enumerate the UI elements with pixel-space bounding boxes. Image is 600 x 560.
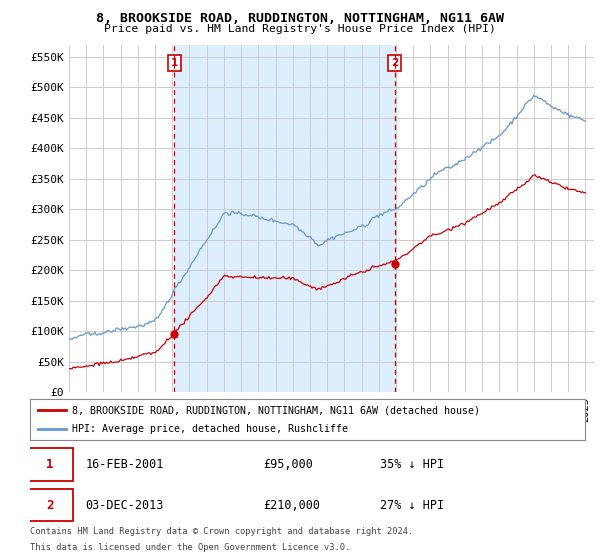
- FancyBboxPatch shape: [27, 448, 73, 480]
- Text: Price paid vs. HM Land Registry's House Price Index (HPI): Price paid vs. HM Land Registry's House …: [104, 24, 496, 34]
- Text: This data is licensed under the Open Government Licence v3.0.: This data is licensed under the Open Gov…: [30, 543, 350, 552]
- Text: 16-FEB-2001: 16-FEB-2001: [86, 458, 164, 471]
- FancyBboxPatch shape: [27, 489, 73, 521]
- Text: HPI: Average price, detached house, Rushcliffe: HPI: Average price, detached house, Rush…: [71, 424, 347, 433]
- Bar: [175, 45, 395, 392]
- Text: 8, BROOKSIDE ROAD, RUDDINGTON, NOTTINGHAM, NG11 6AW (detached house): 8, BROOKSIDE ROAD, RUDDINGTON, NOTTINGHA…: [71, 405, 479, 415]
- Text: 1: 1: [46, 458, 54, 471]
- Text: £95,000: £95,000: [263, 458, 313, 471]
- Text: £210,000: £210,000: [263, 498, 320, 512]
- Text: 2: 2: [391, 58, 398, 68]
- Text: 35% ↓ HPI: 35% ↓ HPI: [380, 458, 444, 471]
- Text: 27% ↓ HPI: 27% ↓ HPI: [380, 498, 444, 512]
- Text: 1: 1: [171, 58, 178, 68]
- Text: 8, BROOKSIDE ROAD, RUDDINGTON, NOTTINGHAM, NG11 6AW: 8, BROOKSIDE ROAD, RUDDINGTON, NOTTINGHA…: [96, 12, 504, 25]
- Text: 2: 2: [46, 498, 54, 512]
- Text: 03-DEC-2013: 03-DEC-2013: [86, 498, 164, 512]
- Text: Contains HM Land Registry data © Crown copyright and database right 2024.: Contains HM Land Registry data © Crown c…: [30, 527, 413, 536]
